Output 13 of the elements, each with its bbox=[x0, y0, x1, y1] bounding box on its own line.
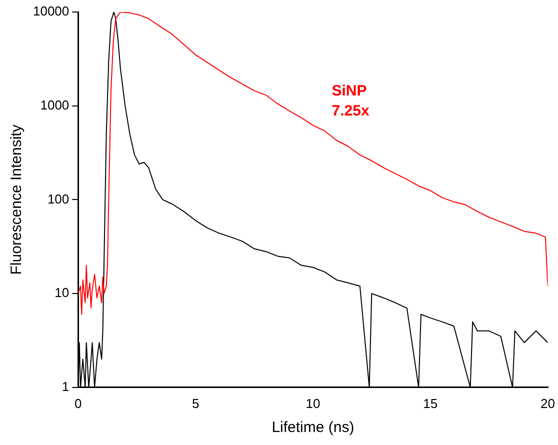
x-axis-title: Lifetime (ns) bbox=[272, 419, 354, 436]
y-tick-label: 10 bbox=[54, 285, 70, 300]
y-tick-label: 1000 bbox=[40, 97, 70, 112]
x-tick-label: 10 bbox=[306, 396, 320, 411]
x-tick-label: 15 bbox=[423, 396, 438, 411]
x-tick-label: 20 bbox=[540, 396, 556, 411]
x-tick-label: 5 bbox=[192, 396, 200, 411]
y-tick-label: 100 bbox=[47, 191, 70, 206]
y-tick-label: 10000 bbox=[32, 4, 70, 19]
series-label: SiNP 7.25x bbox=[332, 82, 370, 120]
x-tick-label: 0 bbox=[74, 396, 82, 411]
y-axis-title: Fluorescence Intensity bbox=[8, 124, 26, 275]
y-tick-label: 1 bbox=[62, 378, 70, 394]
